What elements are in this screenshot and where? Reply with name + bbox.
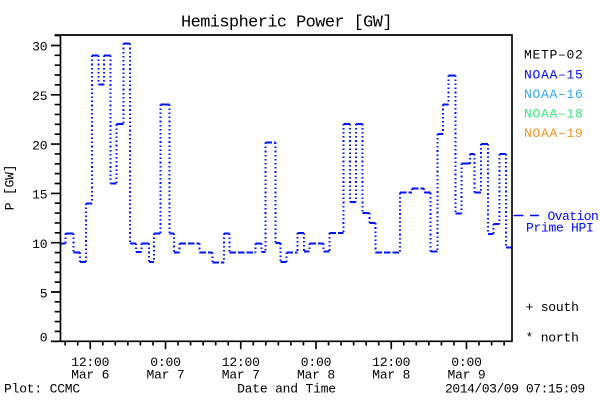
- svg-text:30: 30: [32, 40, 47, 55]
- svg-text:15: 15: [32, 188, 47, 203]
- svg-text:NOAA–15: NOAA–15: [524, 67, 584, 82]
- svg-text:Mar 8: Mar 8: [372, 368, 410, 383]
- svg-text:Mar 6: Mar 6: [71, 368, 109, 383]
- svg-text:NOAA–16: NOAA–16: [524, 87, 584, 102]
- svg-text:Mar 7: Mar 7: [146, 368, 184, 383]
- svg-text:Mar 7: Mar 7: [222, 368, 260, 383]
- svg-text:2014/03/09 07:15:09: 2014/03/09 07:15:09: [445, 382, 585, 397]
- svg-text:* north: * north: [526, 331, 579, 346]
- svg-text:0: 0: [40, 331, 48, 346]
- svg-text:12:00: 12:00: [71, 355, 109, 370]
- svg-text:Mar 8: Mar 8: [297, 368, 335, 383]
- svg-text:Plot: CCMC: Plot: CCMC: [4, 382, 80, 397]
- svg-text:Hemispheric Power [GW]: Hemispheric Power [GW]: [181, 14, 392, 33]
- svg-text:5: 5: [40, 287, 48, 302]
- svg-text:Date and Time: Date and Time: [237, 382, 336, 397]
- svg-text:NOAA–19: NOAA–19: [524, 126, 584, 141]
- svg-text:10: 10: [32, 237, 47, 252]
- svg-text:P [GW]: P [GW]: [3, 165, 18, 211]
- svg-text:20: 20: [32, 138, 47, 153]
- svg-text:NOAA–18: NOAA–18: [524, 107, 584, 122]
- svg-text:Mar 9: Mar 9: [447, 368, 485, 383]
- svg-text:25: 25: [32, 89, 47, 104]
- svg-text:METP–02: METP–02: [524, 48, 584, 63]
- svg-text:+ south: + south: [526, 300, 579, 315]
- svg-text:0:00: 0:00: [451, 355, 481, 370]
- svg-text:Ovation: Ovation: [548, 209, 599, 224]
- svg-text:12:00: 12:00: [372, 355, 410, 370]
- svg-text:0:00: 0:00: [301, 355, 331, 370]
- svg-text:0:00: 0:00: [150, 355, 180, 370]
- svg-text:Prime HPI: Prime HPI: [526, 220, 594, 235]
- svg-text:12:00: 12:00: [222, 355, 260, 370]
